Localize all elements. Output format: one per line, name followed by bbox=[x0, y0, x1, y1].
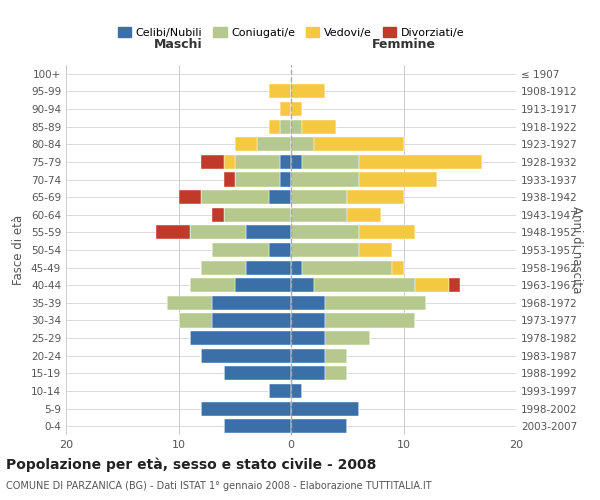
Bar bbox=[223, 172, 235, 186]
Text: Femmine: Femmine bbox=[371, 38, 436, 51]
Bar bbox=[347, 190, 404, 204]
Y-axis label: Fasce di età: Fasce di età bbox=[13, 215, 25, 285]
Bar bbox=[246, 226, 291, 239]
Bar bbox=[291, 226, 359, 239]
Bar bbox=[314, 278, 415, 292]
Bar bbox=[302, 155, 359, 169]
Bar bbox=[302, 260, 392, 274]
Bar bbox=[359, 243, 392, 257]
Bar bbox=[190, 226, 246, 239]
Legend: Celibi/Nubili, Coniugati/e, Vedovi/e, Divorziati/e: Celibi/Nubili, Coniugati/e, Vedovi/e, Di… bbox=[113, 22, 469, 42]
Bar bbox=[449, 278, 460, 292]
Bar bbox=[291, 260, 302, 274]
Bar bbox=[269, 84, 291, 98]
Bar bbox=[359, 226, 415, 239]
Bar bbox=[325, 366, 347, 380]
Bar bbox=[325, 314, 415, 328]
Bar bbox=[223, 208, 291, 222]
Bar bbox=[223, 366, 291, 380]
Bar bbox=[291, 137, 314, 152]
Bar bbox=[291, 84, 325, 98]
Bar bbox=[291, 384, 302, 398]
Bar bbox=[291, 155, 302, 169]
Bar bbox=[246, 260, 291, 274]
Bar bbox=[257, 137, 291, 152]
Bar bbox=[212, 296, 291, 310]
Bar bbox=[392, 260, 404, 274]
Bar bbox=[167, 296, 212, 310]
Bar bbox=[235, 137, 257, 152]
Text: COMUNE DI PARZANICA (BG) - Dati ISTAT 1° gennaio 2008 - Elaborazione TUTTITALIA.: COMUNE DI PARZANICA (BG) - Dati ISTAT 1°… bbox=[6, 481, 431, 491]
Bar bbox=[269, 384, 291, 398]
Bar bbox=[291, 190, 347, 204]
Bar bbox=[201, 190, 269, 204]
Bar bbox=[179, 190, 201, 204]
Bar bbox=[291, 331, 325, 345]
Bar bbox=[201, 260, 246, 274]
Bar bbox=[325, 296, 426, 310]
Bar bbox=[280, 102, 291, 116]
Bar bbox=[235, 172, 280, 186]
Bar bbox=[190, 278, 235, 292]
Bar bbox=[190, 331, 291, 345]
Bar bbox=[280, 172, 291, 186]
Bar bbox=[302, 120, 336, 134]
Bar bbox=[359, 172, 437, 186]
Bar bbox=[325, 331, 370, 345]
Bar bbox=[179, 314, 212, 328]
Bar bbox=[291, 296, 325, 310]
Bar bbox=[291, 314, 325, 328]
Bar bbox=[280, 155, 291, 169]
Bar bbox=[347, 208, 381, 222]
Text: Maschi: Maschi bbox=[154, 38, 203, 51]
Bar bbox=[291, 348, 325, 363]
Bar bbox=[314, 137, 404, 152]
Bar bbox=[156, 226, 190, 239]
Bar bbox=[359, 155, 482, 169]
Bar bbox=[201, 348, 291, 363]
Bar bbox=[291, 366, 325, 380]
Bar bbox=[291, 243, 359, 257]
Bar bbox=[291, 120, 302, 134]
Bar bbox=[201, 402, 291, 415]
Bar bbox=[212, 208, 223, 222]
Bar bbox=[291, 278, 314, 292]
Bar bbox=[269, 243, 291, 257]
Bar bbox=[269, 120, 280, 134]
Bar bbox=[212, 314, 291, 328]
Bar bbox=[223, 155, 235, 169]
Bar bbox=[223, 419, 291, 433]
Bar bbox=[291, 208, 347, 222]
Bar bbox=[291, 172, 359, 186]
Text: Popolazione per età, sesso e stato civile - 2008: Popolazione per età, sesso e stato civil… bbox=[6, 458, 376, 472]
Bar bbox=[201, 155, 223, 169]
Y-axis label: Anni di nascita: Anni di nascita bbox=[570, 206, 583, 294]
Bar bbox=[235, 155, 280, 169]
Bar bbox=[291, 402, 359, 415]
Bar bbox=[269, 190, 291, 204]
Bar bbox=[212, 243, 269, 257]
Bar bbox=[325, 348, 347, 363]
Bar bbox=[280, 120, 291, 134]
Bar bbox=[291, 102, 302, 116]
Bar bbox=[235, 278, 291, 292]
Bar bbox=[415, 278, 449, 292]
Bar bbox=[291, 419, 347, 433]
